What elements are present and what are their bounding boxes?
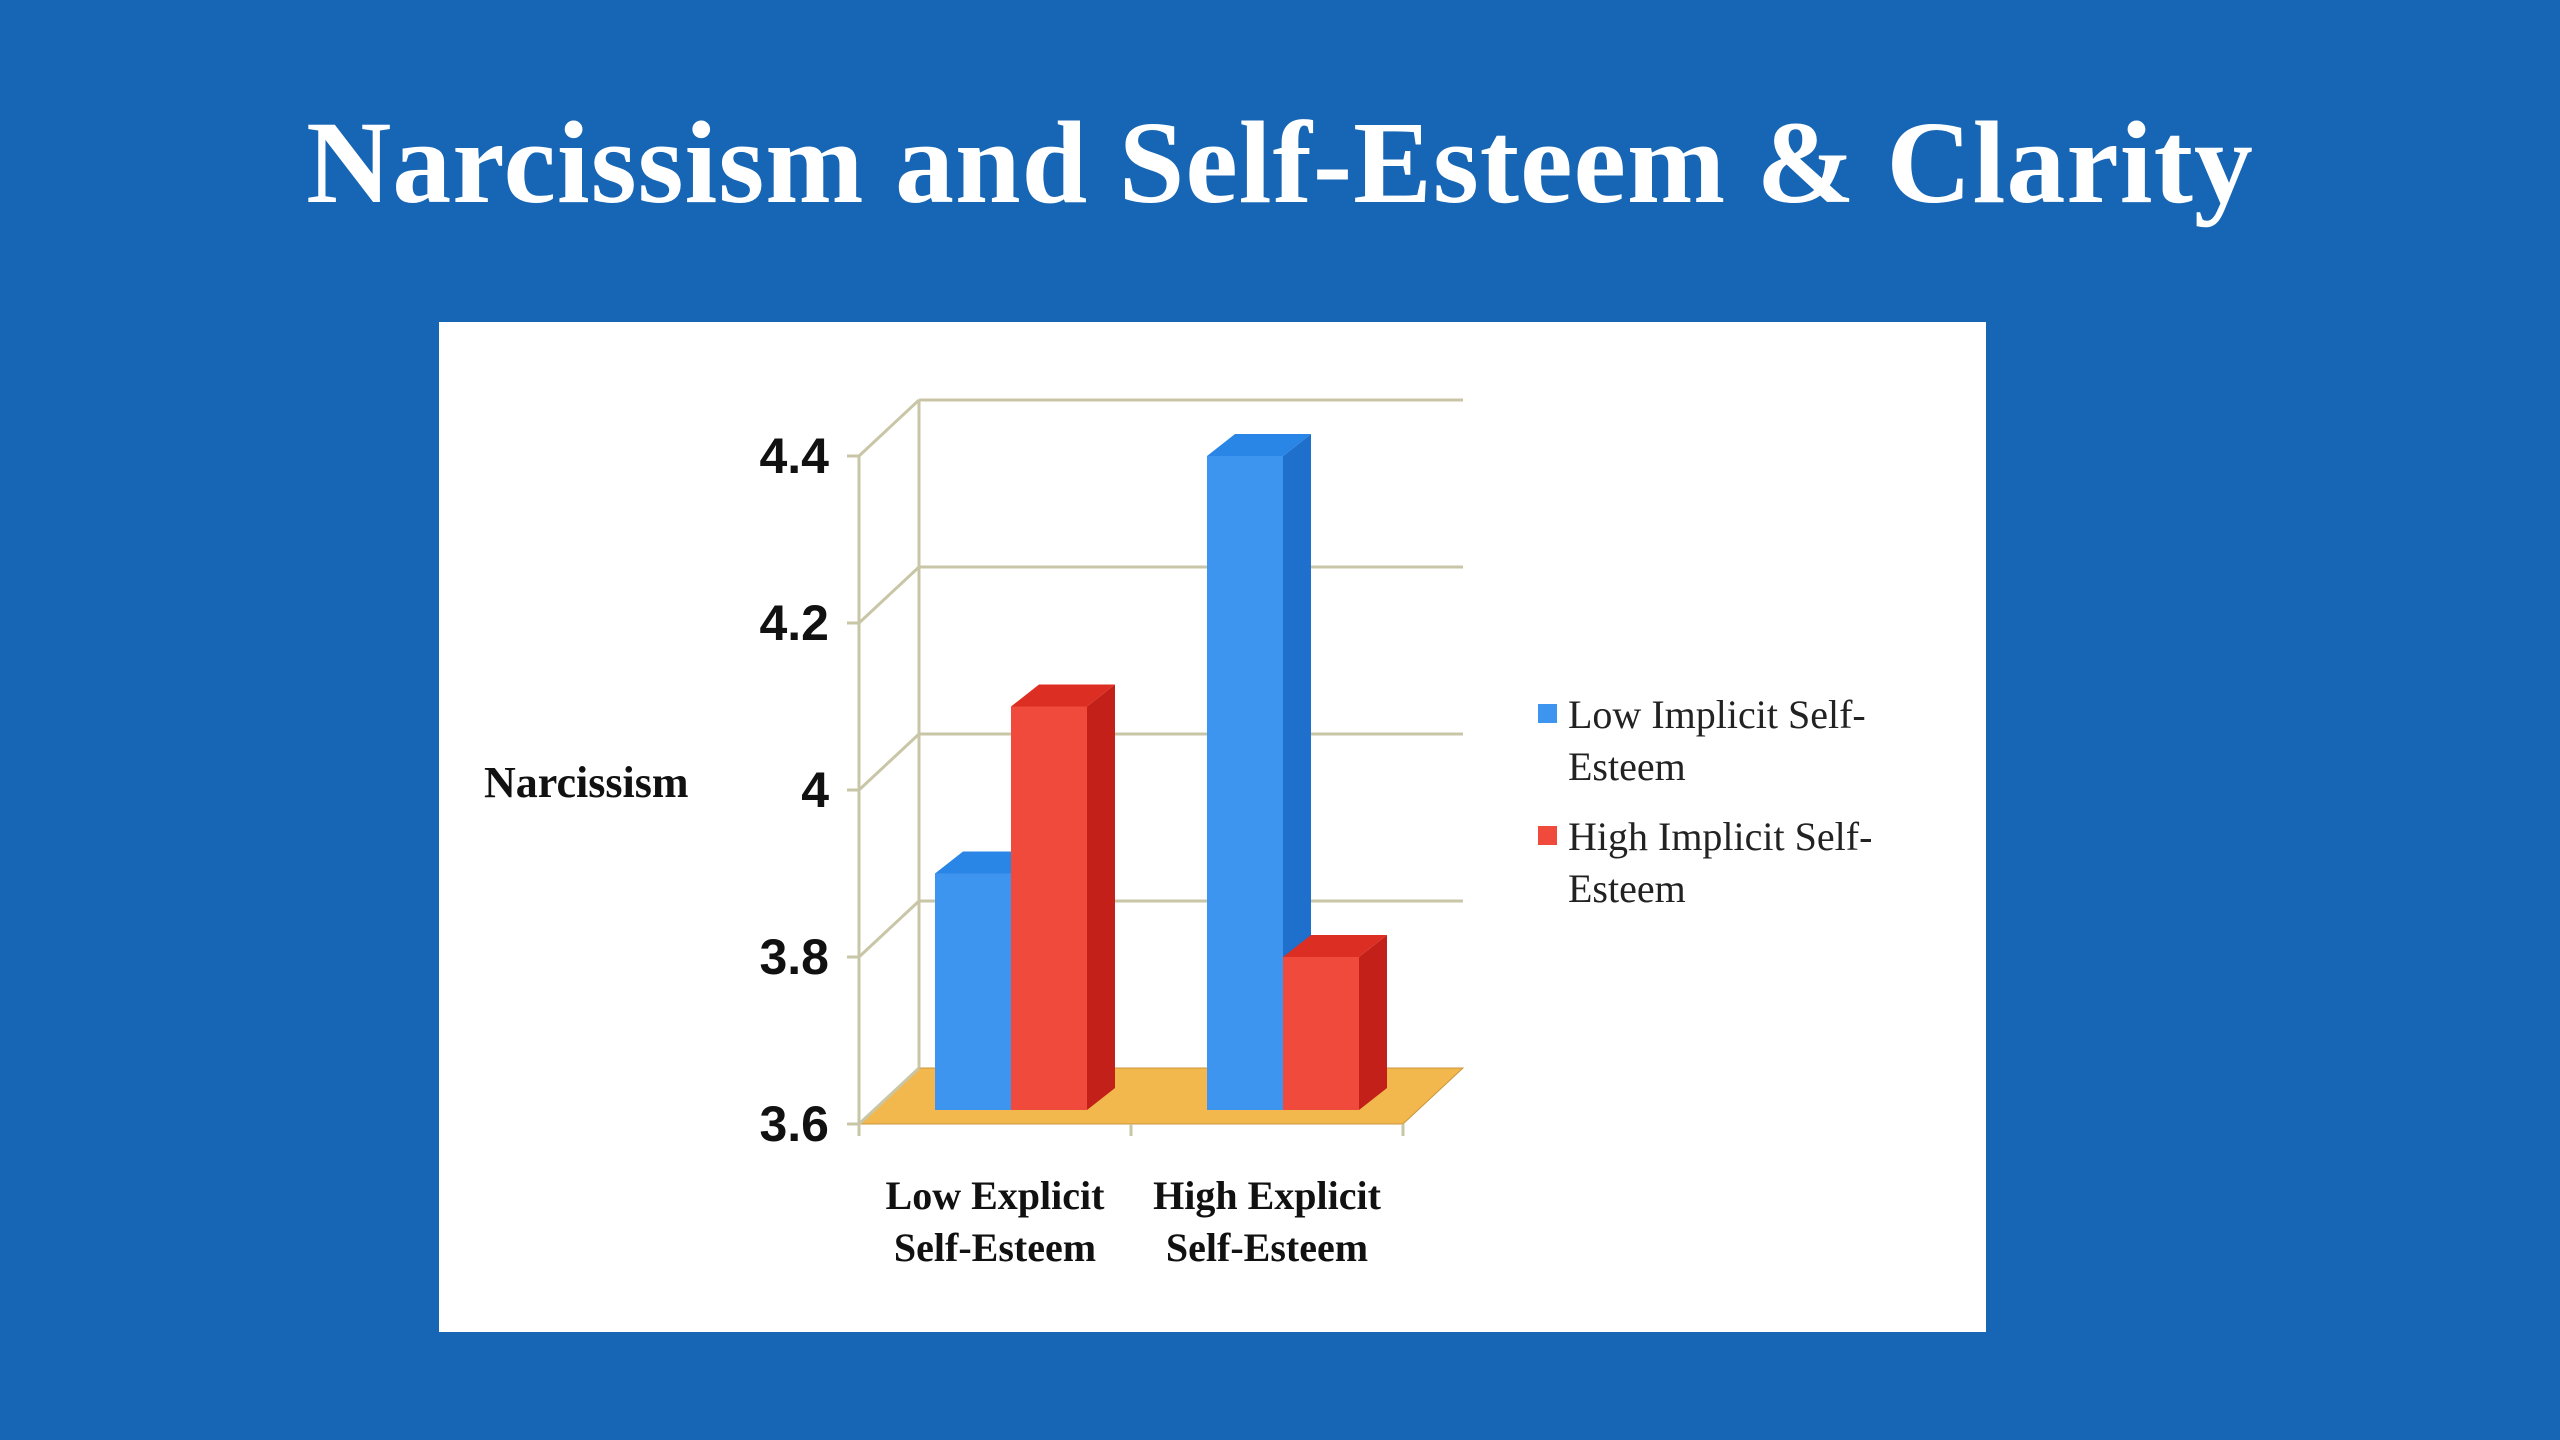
- bar-side: [1087, 684, 1115, 1110]
- x-tick-label-line: Self-Esteem: [1166, 1225, 1368, 1270]
- legend-label-line: Esteem: [1568, 744, 1686, 789]
- y-tick-label: 4.2: [759, 595, 829, 651]
- chart-text-layer: Narcissism 3.6 3.8 4 4.2 4.4 Low Explicit Self…: [484, 428, 1382, 1270]
- bar: [935, 873, 1011, 1110]
- y-axis-label: Narcissism: [484, 758, 689, 807]
- bar: [1283, 957, 1359, 1110]
- gridline-depth: [857, 1066, 921, 1126]
- y-tick-label: 4: [801, 762, 829, 818]
- x-tick-label: High Explicit Self-Esteem: [1153, 1173, 1381, 1270]
- y-tick-label: 4.4: [759, 428, 829, 484]
- x-tick-label-line: Low Explicit: [886, 1173, 1106, 1218]
- legend-label-line: Esteem: [1568, 866, 1686, 911]
- legend-label: High Implicit Self- Esteem: [1568, 814, 1872, 911]
- legend-label: Low Implicit Self- Esteem: [1568, 692, 1866, 789]
- legend-swatch: [1538, 826, 1557, 845]
- x-tick-label: Low Explicit Self-Esteem: [886, 1173, 1106, 1270]
- gridline-depth: [857, 398, 921, 458]
- x-tick-label-line: High Explicit: [1153, 1173, 1381, 1218]
- legend-label-line: High Implicit Self-: [1568, 814, 1872, 859]
- legend-swatch: [1538, 704, 1557, 723]
- y-tick-label: 3.6: [759, 1096, 829, 1152]
- bar-top: [1207, 434, 1311, 456]
- legend-label-line: Low Implicit Self-: [1568, 692, 1866, 737]
- gridline-depth: [857, 565, 921, 625]
- gridline-depth: [857, 899, 921, 959]
- slide-title: Narcissism and Self-Esteem & Clarity: [306, 97, 2254, 228]
- bar-top: [1011, 684, 1115, 707]
- chart-bars-layer: [935, 434, 1387, 1110]
- bar-side: [1359, 935, 1387, 1110]
- y-tick-label: 3.8: [759, 929, 829, 985]
- bar: [1011, 706, 1087, 1110]
- bar-chart: Narcissism 3.6 3.8 4 4.2 4.4 Low Explicit Self…: [484, 398, 1872, 1270]
- chart-grid-layer: [847, 398, 1463, 1136]
- bar: [1207, 456, 1283, 1110]
- x-tick-label-line: Self-Esteem: [894, 1225, 1096, 1270]
- gridline-depth: [857, 732, 921, 792]
- chart-panel: Narcissism 3.6 3.8 4 4.2 4.4 Low Explicit Self…: [439, 322, 1986, 1332]
- bar-top: [1283, 935, 1387, 957]
